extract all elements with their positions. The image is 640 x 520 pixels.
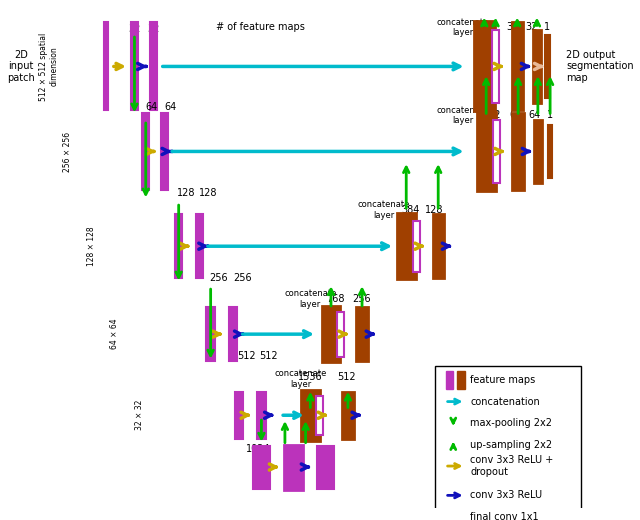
Text: 128: 128 (177, 188, 195, 199)
Bar (337, 311, 344, 357)
Text: concatenate
layer: concatenate layer (275, 369, 327, 389)
Text: 1: 1 (547, 110, 553, 120)
Text: 32: 32 (525, 22, 538, 32)
Bar (492, 30, 499, 102)
Bar (257, 392, 266, 439)
Bar (316, 396, 323, 435)
Text: 64 × 64: 64 × 64 (110, 319, 119, 349)
Bar (533, 30, 541, 102)
Text: concatenate
layer: concatenate layer (436, 106, 489, 125)
Bar (301, 390, 320, 440)
Text: final conv 1x1: final conv 1x1 (470, 512, 539, 520)
Text: concatenate
layer: concatenate layer (284, 289, 337, 309)
Bar (545, 35, 550, 98)
Text: up-sampling 2x2: up-sampling 2x2 (470, 439, 552, 450)
Bar (143, 113, 149, 190)
Text: 192: 192 (483, 110, 501, 120)
Bar (317, 446, 334, 488)
Bar (356, 307, 367, 361)
Text: 64: 64 (528, 110, 540, 120)
Text: concatenate
layer: concatenate layer (436, 18, 489, 37)
Text: 2D
input
patch: 2D input patch (7, 50, 35, 83)
Text: 64: 64 (164, 102, 177, 112)
Text: 128: 128 (199, 188, 218, 199)
Text: 32 × 32: 32 × 32 (134, 400, 143, 431)
Bar (196, 214, 203, 278)
Text: 64: 64 (509, 110, 522, 120)
Bar (435, 367, 581, 520)
Text: conv 3x3 ReLU +
dropout: conv 3x3 ReLU + dropout (470, 455, 554, 477)
Bar (104, 22, 108, 110)
Text: 512 × 512 spatial
dimension: 512 × 512 spatial dimension (39, 32, 59, 100)
Text: 128: 128 (425, 205, 444, 215)
Text: max-pooling 2x2: max-pooling 2x2 (470, 418, 552, 428)
Bar (413, 221, 420, 271)
Bar (253, 446, 270, 488)
Bar (548, 125, 552, 178)
Bar (150, 22, 157, 110)
Text: 256 × 256: 256 × 256 (63, 132, 72, 172)
Text: 1024: 1024 (246, 445, 271, 454)
Text: conv 3x3 ReLU: conv 3x3 ReLU (470, 490, 542, 500)
Text: concatenation: concatenation (470, 397, 540, 407)
Bar (511, 22, 523, 110)
Bar (445, 371, 453, 389)
Bar (175, 214, 182, 278)
Text: feature maps: feature maps (470, 375, 536, 385)
Bar (493, 120, 500, 183)
Bar (284, 445, 303, 489)
Bar (433, 214, 444, 278)
Text: concatenate
layer: concatenate layer (358, 200, 410, 220)
Bar (474, 21, 495, 111)
Text: 128 × 128: 128 × 128 (86, 226, 96, 266)
Bar (161, 113, 168, 190)
Text: 96: 96 (484, 22, 496, 32)
Bar (322, 306, 340, 362)
Text: 1536: 1536 (298, 372, 323, 382)
Bar (131, 22, 138, 110)
Bar (513, 113, 524, 190)
Text: 32: 32 (147, 24, 159, 34)
Text: # of feature maps: # of feature maps (216, 22, 305, 32)
Text: 64: 64 (146, 102, 158, 112)
Text: 512: 512 (260, 350, 278, 361)
Bar (477, 112, 495, 190)
Text: 512: 512 (337, 372, 355, 382)
Bar (457, 371, 465, 389)
Text: 32: 32 (128, 24, 141, 34)
Text: 768: 768 (326, 294, 345, 304)
Text: 384: 384 (402, 205, 420, 215)
Text: 512: 512 (237, 350, 255, 361)
Bar (229, 307, 237, 361)
Bar (397, 213, 415, 279)
Text: 256: 256 (353, 294, 371, 304)
Text: 1: 1 (103, 24, 109, 34)
Bar (342, 392, 353, 439)
Bar (235, 392, 243, 439)
Text: 32: 32 (506, 22, 518, 32)
Text: 256: 256 (209, 274, 227, 283)
Text: 256: 256 (233, 274, 252, 283)
Bar (534, 120, 541, 183)
Bar (207, 307, 215, 361)
Text: 2D output
segmentation
map: 2D output segmentation map (566, 50, 634, 83)
Text: 1: 1 (544, 22, 550, 32)
